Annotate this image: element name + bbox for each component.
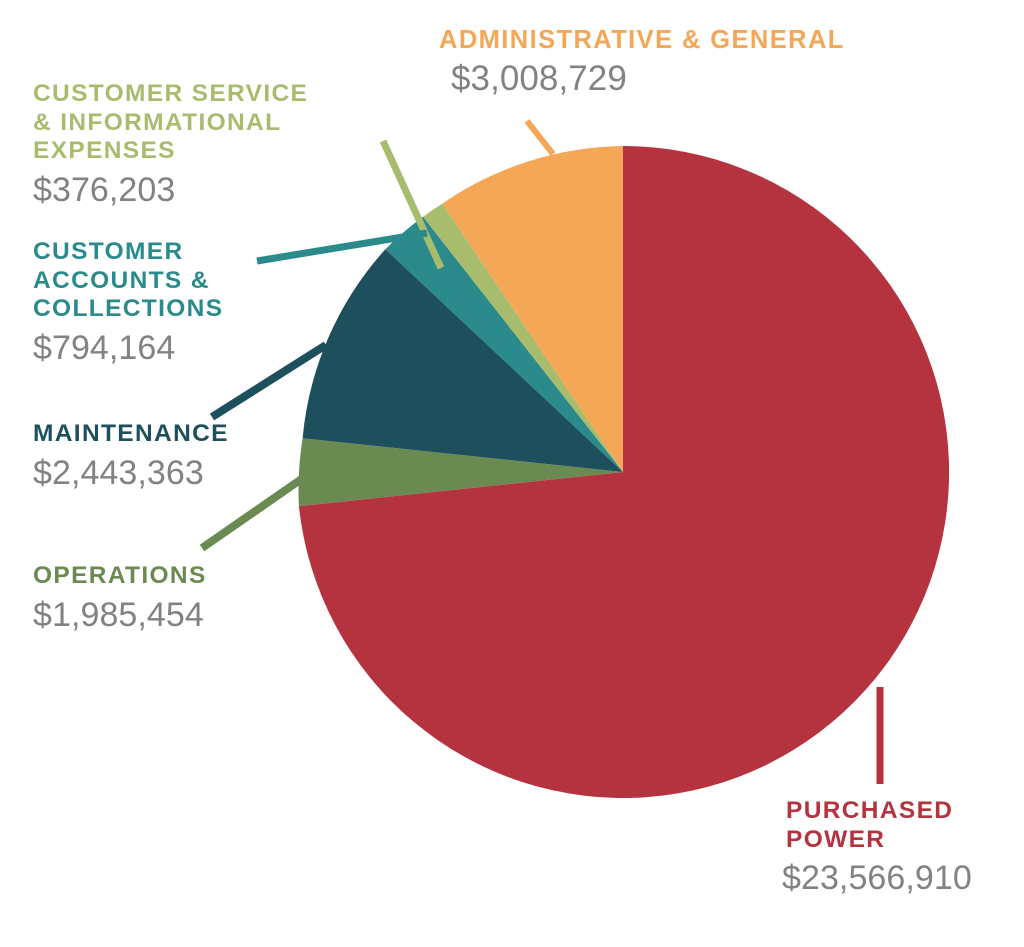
label-customer-accounts-value: $794,164 [33,328,176,367]
label-customer-accounts-title: CUSTOMER ACCOUNTS & COLLECTIONS [33,238,224,323]
label-operations-title: OPERATIONS [33,562,207,589]
label-purchased-power-title: PURCHASED POWER [786,797,954,853]
pie-slice-customer-accounts[interactable] [385,216,623,472]
leader-lines [199,119,884,784]
label-administrative-general-value: $3,008,729 [451,58,627,98]
pie-slice-purchased-power[interactable] [298,145,950,798]
pie-slice-customer-service[interactable] [423,203,623,472]
label-operations: OPERATIONS $1,985,454 [33,562,207,634]
label-customer-service-title: CUSTOMER SERVICE & INFORMATIONAL EXPENSE… [33,80,309,165]
leader-line-operations [199,474,306,552]
label-maintenance: MAINTENANCE $2,443,363 [33,420,229,492]
pie-slice-operations[interactable] [298,438,623,507]
label-customer-accounts: CUSTOMER ACCOUNTS & COLLECTIONS $794,164 [33,238,223,367]
pie-slice-maintenance[interactable] [302,249,623,472]
label-maintenance-title: MAINTENANCE [33,420,229,447]
label-administrative-general-title: ADMINISTRATIVE & GENERAL [439,26,845,54]
pie-slices [298,145,950,798]
leader-line-maintenance [209,341,329,421]
leader-line-customer-accounts [256,229,428,265]
leader-line-customer-service [379,139,445,270]
label-maintenance-value: $2,443,363 [33,453,204,492]
label-purchased-power: PURCHASED POWER $23,566,910 [782,797,972,897]
label-customer-service: CUSTOMER SERVICE & INFORMATIONAL EXPENSE… [33,80,308,209]
label-customer-service-value: $376,203 [33,170,176,209]
leader-line-administrative [524,119,556,156]
label-operations-value: $1,985,454 [33,595,204,634]
label-purchased-power-value: $23,566,910 [782,859,972,898]
label-administrative-general: ADMINISTRATIVE & GENERAL $3,008,729 [439,26,845,98]
pie-slice-administrative[interactable] [442,146,623,472]
